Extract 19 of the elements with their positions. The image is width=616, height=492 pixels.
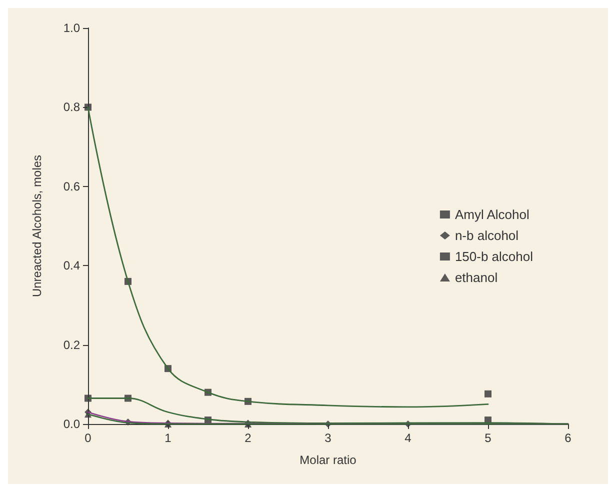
x-tick-label: 4 bbox=[404, 431, 412, 445]
y-tick-label: 0.6 bbox=[63, 179, 80, 194]
legend-label: Amyl Alcohol bbox=[454, 207, 530, 222]
legend-label: 150-b alcohol bbox=[454, 249, 534, 264]
x-tick-label: 6 bbox=[564, 431, 572, 445]
x-tick-label: 3 bbox=[324, 431, 332, 445]
y-tick-label: 0.0 bbox=[63, 417, 80, 431]
x-tick-label: 1 bbox=[164, 431, 172, 445]
y-axis-title: Unreacted Alcohols, moles bbox=[30, 154, 44, 298]
legend-label: ethanol bbox=[454, 270, 498, 285]
x-axis-title: Molar ratio bbox=[300, 453, 357, 467]
y-tick-label: 1.0 bbox=[63, 21, 80, 35]
legend-label: n-b alcohol bbox=[454, 228, 519, 243]
x-tick-label: 0 bbox=[84, 431, 92, 445]
x-tick-label: 5 bbox=[484, 431, 492, 445]
y-tick-label: 0.4 bbox=[63, 258, 80, 273]
x-tick-label: 2 bbox=[244, 431, 252, 445]
y-tick-label: 0.8 bbox=[63, 100, 80, 114]
y-tick-label: 0.2 bbox=[63, 338, 80, 352]
